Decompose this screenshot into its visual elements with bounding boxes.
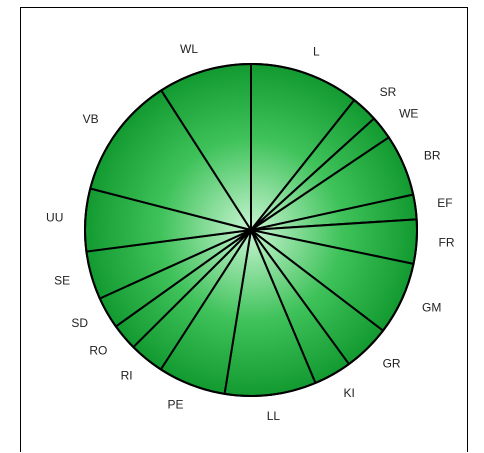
slice-label-se: SE — [54, 274, 70, 288]
slice-label-ri: RI — [121, 368, 133, 382]
slice-label-fr: FR — [439, 235, 455, 249]
slice-label-sd: SD — [71, 316, 88, 330]
slice-label-ef: EF — [437, 196, 452, 210]
slice-label-uu: UU — [46, 211, 63, 225]
slice-label-sr: SR — [380, 85, 397, 99]
slice-label-ll: LL — [267, 409, 281, 423]
pie-outline — [84, 63, 418, 397]
slice-label-vb: VB — [83, 112, 99, 126]
slice-label-l: L — [313, 45, 320, 59]
slice-label-pe: PE — [167, 398, 183, 412]
slice-label-br: BR — [424, 148, 441, 162]
slice-label-ro: RO — [89, 343, 107, 357]
slice-label-gm: GM — [422, 300, 441, 314]
slice-label-gr: GR — [383, 356, 401, 370]
slice-label-ki: KI — [344, 386, 355, 400]
chart-area: L SR WE BR EF FR GM GR KI LL PE RI RO SD SE UU VB WL — [20, 7, 468, 452]
pie-slices — [84, 63, 418, 397]
slice-label-wl: WL — [180, 42, 198, 56]
slice-label-we: WE — [399, 106, 418, 120]
